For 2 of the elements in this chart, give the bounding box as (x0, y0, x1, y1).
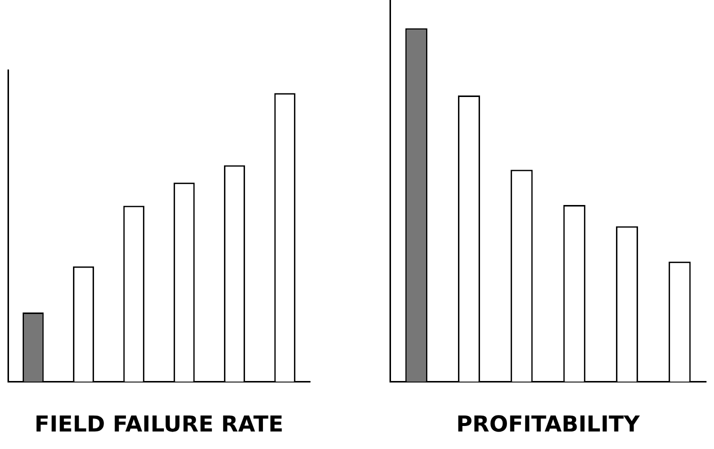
text: FIELD FAILURE RATE (34, 412, 284, 438)
text: PROFITABILITY (456, 412, 641, 438)
